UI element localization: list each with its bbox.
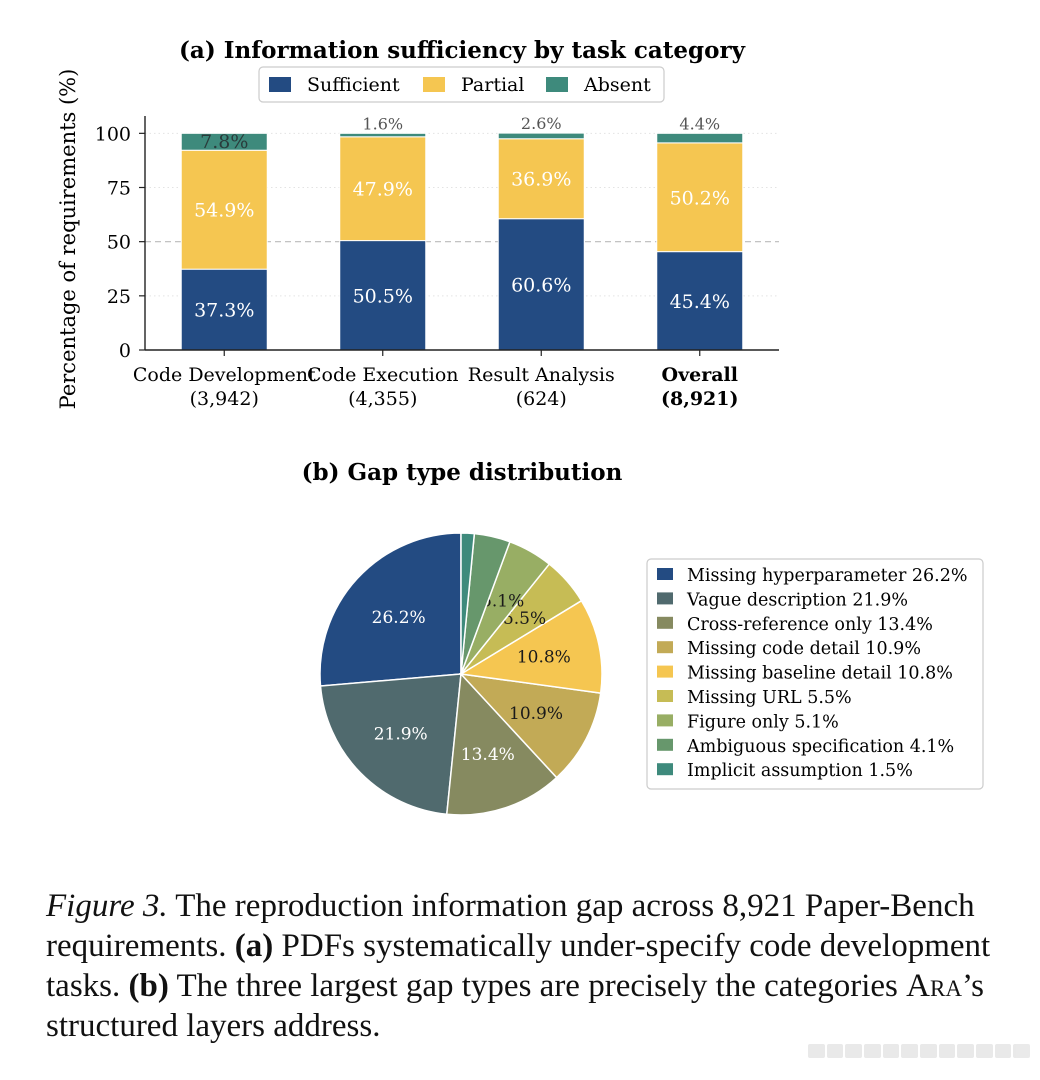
pie-legend-swatch-7: [657, 738, 673, 751]
pie-data-label: 10.8%: [517, 648, 571, 668]
bar-data-label: 50.5%: [353, 285, 413, 307]
y-tick-label: 50: [107, 232, 131, 254]
legend-label-absent: Absent: [583, 74, 651, 96]
pie-legend-label-2: Cross-reference only 13.4%: [687, 615, 933, 635]
bar-data-label: 4.4%: [679, 114, 720, 133]
pie-slice-8: [460, 532, 476, 675]
pie-data-label: 10.9%: [509, 704, 563, 724]
pie-legend-label-0: Missing hyperparameter 26.2%: [687, 566, 968, 586]
legend-swatch-partial: [423, 77, 445, 92]
pie-legend-label-5: Missing URL 5.5%: [687, 688, 852, 708]
bar-absent-3: [656, 132, 744, 144]
caption-ara: Ara: [906, 968, 962, 1004]
bar-data-label: 2.6%: [521, 114, 562, 133]
pie-slice-3: [459, 672, 602, 779]
pie-legend-swatch-6: [657, 714, 673, 727]
pie-legend-box: [646, 558, 984, 790]
x-tick-label: Code Development: [133, 364, 316, 386]
bar-absent-2: [497, 132, 585, 140]
pie-chart-title: (b) Gap type distribution: [302, 459, 623, 486]
x-tick-count: (8,921): [661, 388, 738, 410]
bar-data-label: 36.9%: [511, 169, 571, 191]
x-tick-count: (624): [516, 388, 567, 410]
pie-legend-label-8: Implicit assumption 1.5%: [687, 761, 913, 781]
pie-slice-4: [458, 599, 603, 694]
bar-data-label: 37.3%: [194, 300, 254, 322]
x-tick-label: Overall: [662, 364, 738, 386]
bar-partial-3: [656, 142, 744, 253]
bar-data-label: 60.6%: [511, 274, 571, 296]
caption-text-1: The reproduction information gap across …: [46, 888, 975, 964]
bar-sufficient-2: [497, 218, 585, 351]
bar-partial-2: [497, 138, 585, 220]
y-tick-label: 100: [95, 123, 131, 145]
pie-slice-0: [319, 532, 462, 687]
bar-sufficient-3: [656, 251, 744, 351]
pie-legend-swatch-8: [657, 763, 673, 776]
figure-label: Figure 3.: [46, 888, 168, 924]
bar-data-label: 1.6%: [362, 114, 403, 133]
x-tick-count: (3,942): [190, 388, 259, 410]
pie-slice-2: [445, 672, 558, 816]
caption-text-3: The three largest gap types are precisel…: [168, 968, 907, 1004]
pie-data-label: 21.9%: [374, 724, 428, 744]
bar-data-label: 54.9%: [194, 200, 254, 222]
caption-marker-b: (b): [128, 968, 169, 1004]
figure: (a) Information sufficiency by task cate…: [56, 37, 984, 816]
bar-chart-title: (a) Information sufficiency by task cate…: [179, 37, 746, 64]
pie-legend-label-1: Vague description 21.9%: [686, 590, 908, 610]
pie-legend-swatch-3: [657, 641, 673, 654]
legend-label-sufficient: Sufficient: [307, 74, 400, 96]
bar-data-label: 47.9%: [353, 179, 413, 201]
y-tick-label: 75: [107, 178, 131, 200]
y-tick-label: 0: [119, 340, 131, 362]
pie-slice-1: [319, 673, 462, 816]
pie-legend-swatch-4: [657, 665, 673, 678]
pie-legend-swatch-5: [657, 690, 673, 702]
caption-marker-a: (a): [234, 928, 274, 964]
legend-swatch-absent: [546, 77, 568, 92]
bar-sufficient-0: [180, 268, 268, 351]
bar-legend-box: [258, 66, 665, 103]
pie-data-label: 5.5%: [503, 609, 546, 629]
figure-caption: Figure 3. The reproduction information g…: [46, 886, 1006, 1046]
pie-legend-label-4: Missing baseline detail 10.8%: [687, 664, 953, 684]
bar-absent-0: [180, 132, 268, 151]
pie-legend-swatch-1: [657, 592, 673, 605]
bar-absent-1: [339, 132, 427, 138]
horizontal-scrollbar[interactable]: [808, 1044, 1031, 1058]
bar-data-label: 45.4%: [670, 291, 730, 313]
caption-text-4: ’s structured layers address.: [46, 968, 984, 1044]
pie-legend-swatch-0: [657, 568, 673, 580]
legend-label-partial: Partial: [461, 74, 524, 96]
pie-data-label: 13.4%: [461, 745, 515, 765]
x-tick-label: Code Execution: [307, 364, 459, 386]
bar-data-label: 50.2%: [670, 187, 730, 209]
pie-data-label: 26.2%: [372, 608, 426, 628]
bar-data-label: 7.8%: [200, 131, 248, 153]
legend-swatch-sufficient: [269, 77, 291, 92]
x-tick-label: Result Analysis: [468, 364, 615, 386]
caption-text-2: PDFs systematically under-specify code d…: [46, 928, 991, 1004]
pie-legend-label-6: Figure only 5.1%: [687, 712, 839, 732]
y-tick-label: 25: [107, 286, 131, 308]
pie-legend-label-7: Ambiguous specification 4.1%: [686, 737, 954, 757]
pie-legend-label-3: Missing code detail 10.9%: [687, 639, 921, 659]
pie-data-label: 5.1%: [481, 591, 524, 611]
x-tick-count: (4,355): [348, 388, 417, 410]
y-axis-label: Percentage of requirements (%): [56, 69, 80, 410]
pie-legend-swatch-2: [657, 616, 673, 629]
